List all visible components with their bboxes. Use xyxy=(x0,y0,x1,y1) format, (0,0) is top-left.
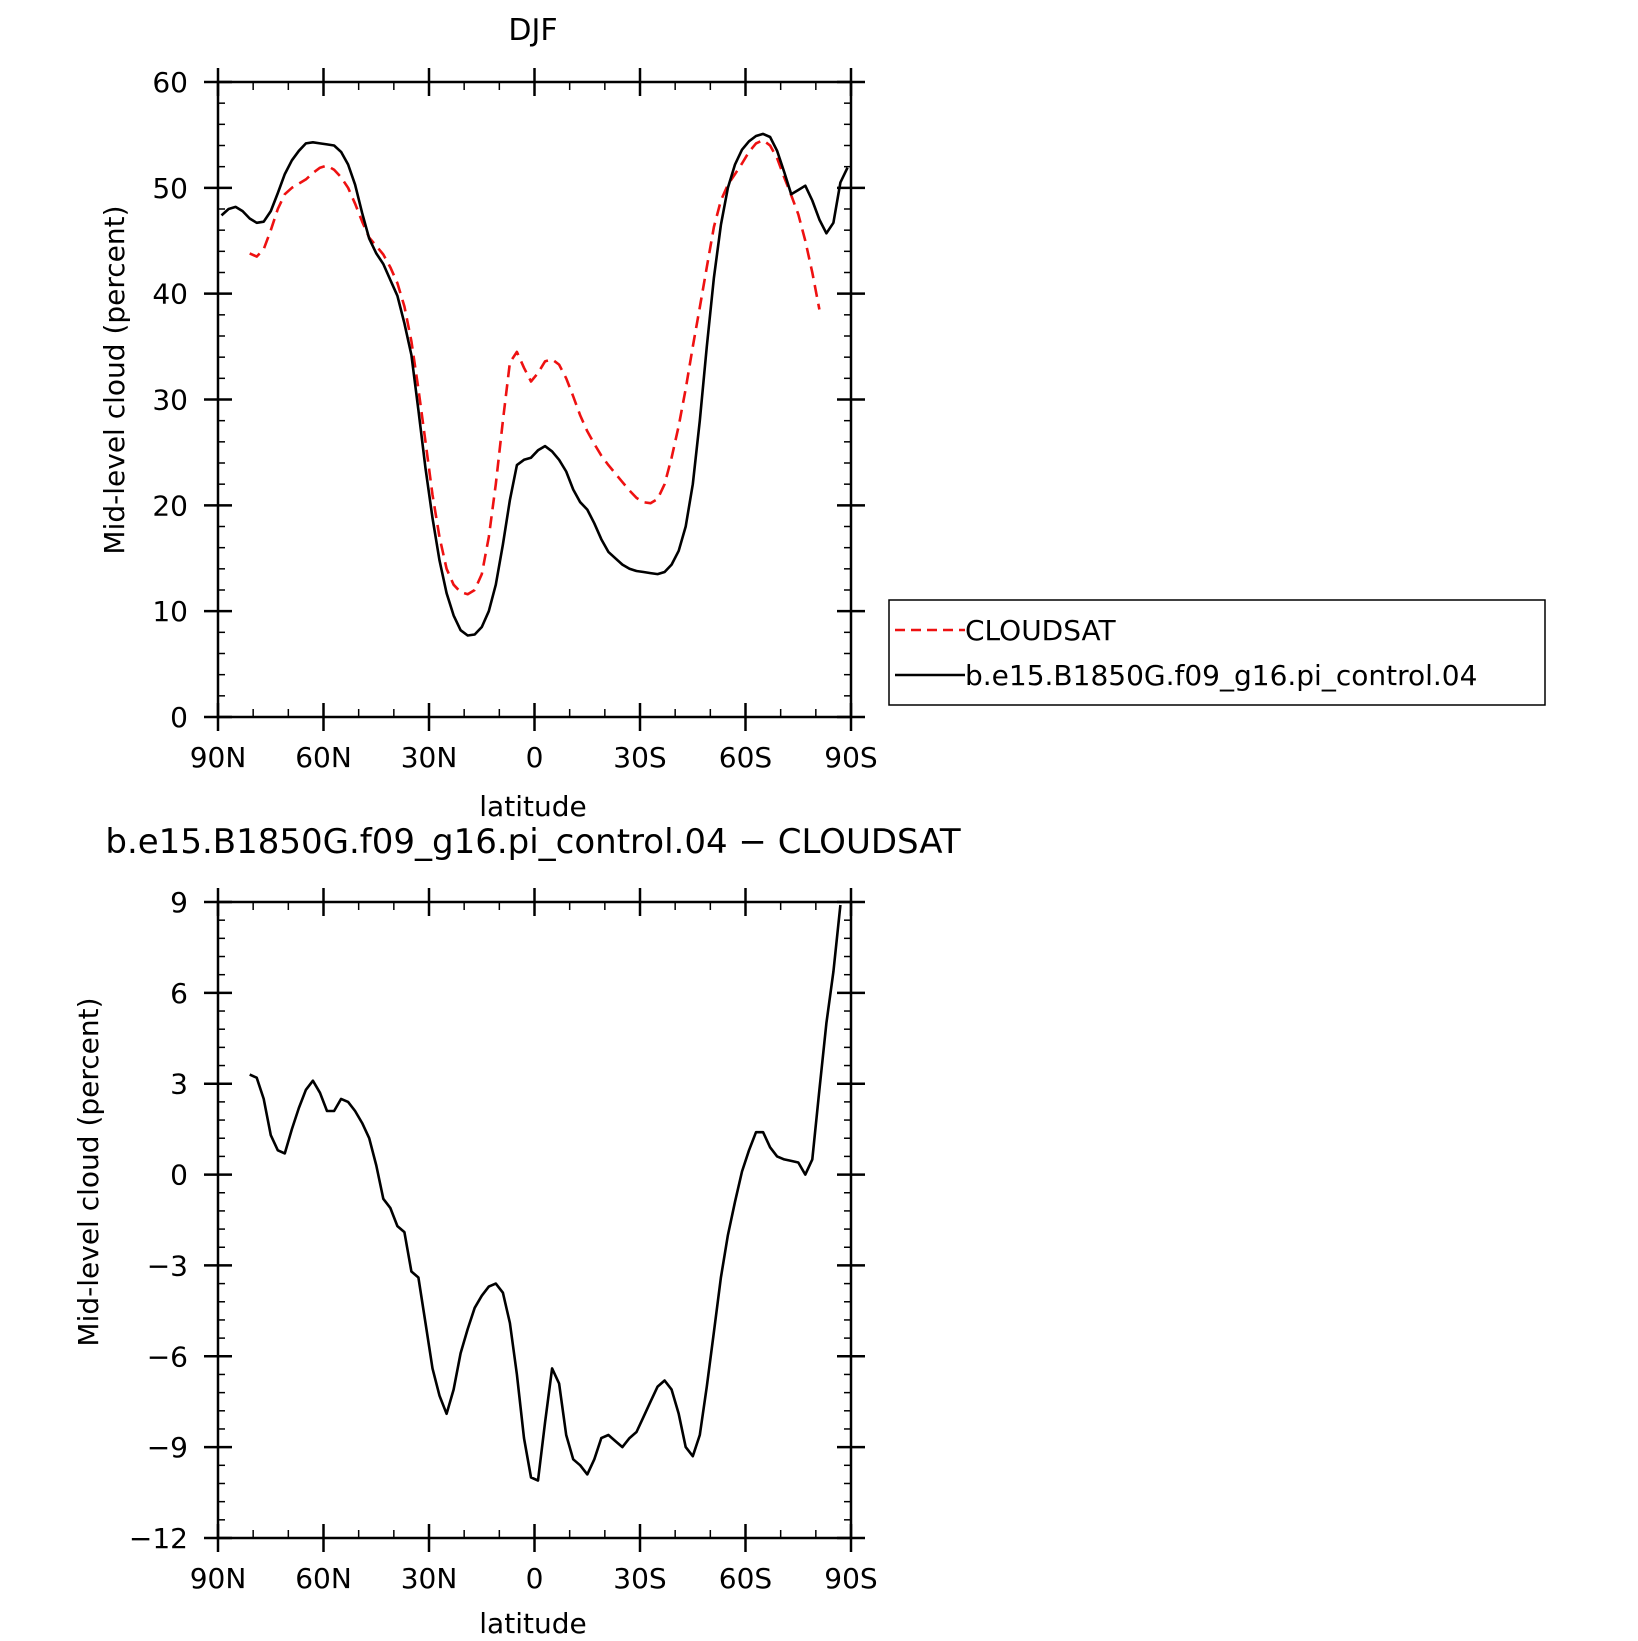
top-chart-title: DJF xyxy=(508,13,557,48)
x-tick-label: 90N xyxy=(190,741,247,774)
y-tick-label: 60 xyxy=(152,66,188,99)
series-line-1 xyxy=(220,132,849,637)
bottom-series-lines xyxy=(249,904,842,1482)
series-line-0 xyxy=(249,904,842,1482)
y-tick-label: 0 xyxy=(170,1159,188,1192)
y-tick-label: 9 xyxy=(170,886,188,919)
y-tick-label: −6 xyxy=(147,1340,188,1373)
x-tick-label: 60S xyxy=(719,741,772,774)
plot-frame xyxy=(216,80,853,719)
series-line-0 xyxy=(249,138,821,596)
x-tick-label: 0 xyxy=(526,741,544,774)
bottom-axes: −12 −9 −6 −3 0 3 6 9 90N 60N 30N 0 30S 60S 90S xyxy=(129,886,878,1595)
x-tick-label: 0 xyxy=(526,1562,544,1595)
plot-frame xyxy=(216,900,853,1540)
x-tick-label: 60N xyxy=(295,1562,352,1595)
y-tick-label: 6 xyxy=(170,977,188,1010)
top-axes: 0 10 20 30 40 50 60 90N 60N 30N 0 30S 60S 90S xyxy=(152,66,877,774)
y-tick-label: 10 xyxy=(152,595,188,628)
bottom-y-axis-label: Mid-level cloud (percent) xyxy=(72,997,105,1346)
x-tick-label: 60S xyxy=(719,1562,772,1595)
x-tick-label: 90S xyxy=(824,741,877,774)
legend-label-cloudsat: CLOUDSAT xyxy=(965,614,1117,647)
y-tick-label: 20 xyxy=(152,489,188,522)
x-tick-label: 60N xyxy=(295,741,352,774)
y-tick-label: 30 xyxy=(152,384,188,417)
top-x-axis-label: latitude xyxy=(479,790,586,823)
bottom-chart-title: b.e15.B1850G.f09_g16.pi_control.04 − CLO… xyxy=(105,822,960,862)
x-tick-label: 30S xyxy=(613,741,666,774)
bottom-x-axis-label: latitude xyxy=(479,1607,586,1640)
y-tick-label: −12 xyxy=(129,1522,188,1555)
x-tick-label: 30N xyxy=(401,1562,458,1595)
y-tick-label: 40 xyxy=(152,278,188,311)
x-tick-label: 90S xyxy=(824,1562,877,1595)
y-tick-label: −3 xyxy=(147,1249,188,1282)
legend-label-model: b.e15.B1850G.f09_g16.pi_control.04 xyxy=(965,659,1477,692)
x-tick-label: 30N xyxy=(401,741,458,774)
y-tick-label: 0 xyxy=(170,701,188,734)
x-tick-label: 90N xyxy=(190,1562,247,1595)
top-panel: DJF Mid-level cloud (percent) latitude 0… xyxy=(98,13,878,823)
legend-box xyxy=(888,599,1546,706)
y-tick-label: 3 xyxy=(170,1068,188,1101)
x-tick-label: 30S xyxy=(613,1562,666,1595)
legend: CLOUDSAT b.e15.B1850G.f09_g16.pi_control… xyxy=(888,599,1546,706)
top-series-lines xyxy=(220,132,849,637)
top-y-axis-label: Mid-level cloud (percent) xyxy=(98,205,131,554)
y-tick-label: −9 xyxy=(147,1431,188,1464)
bottom-panel: b.e15.B1850G.f09_g16.pi_control.04 − CLO… xyxy=(72,822,961,1640)
y-tick-label: 50 xyxy=(152,172,188,205)
